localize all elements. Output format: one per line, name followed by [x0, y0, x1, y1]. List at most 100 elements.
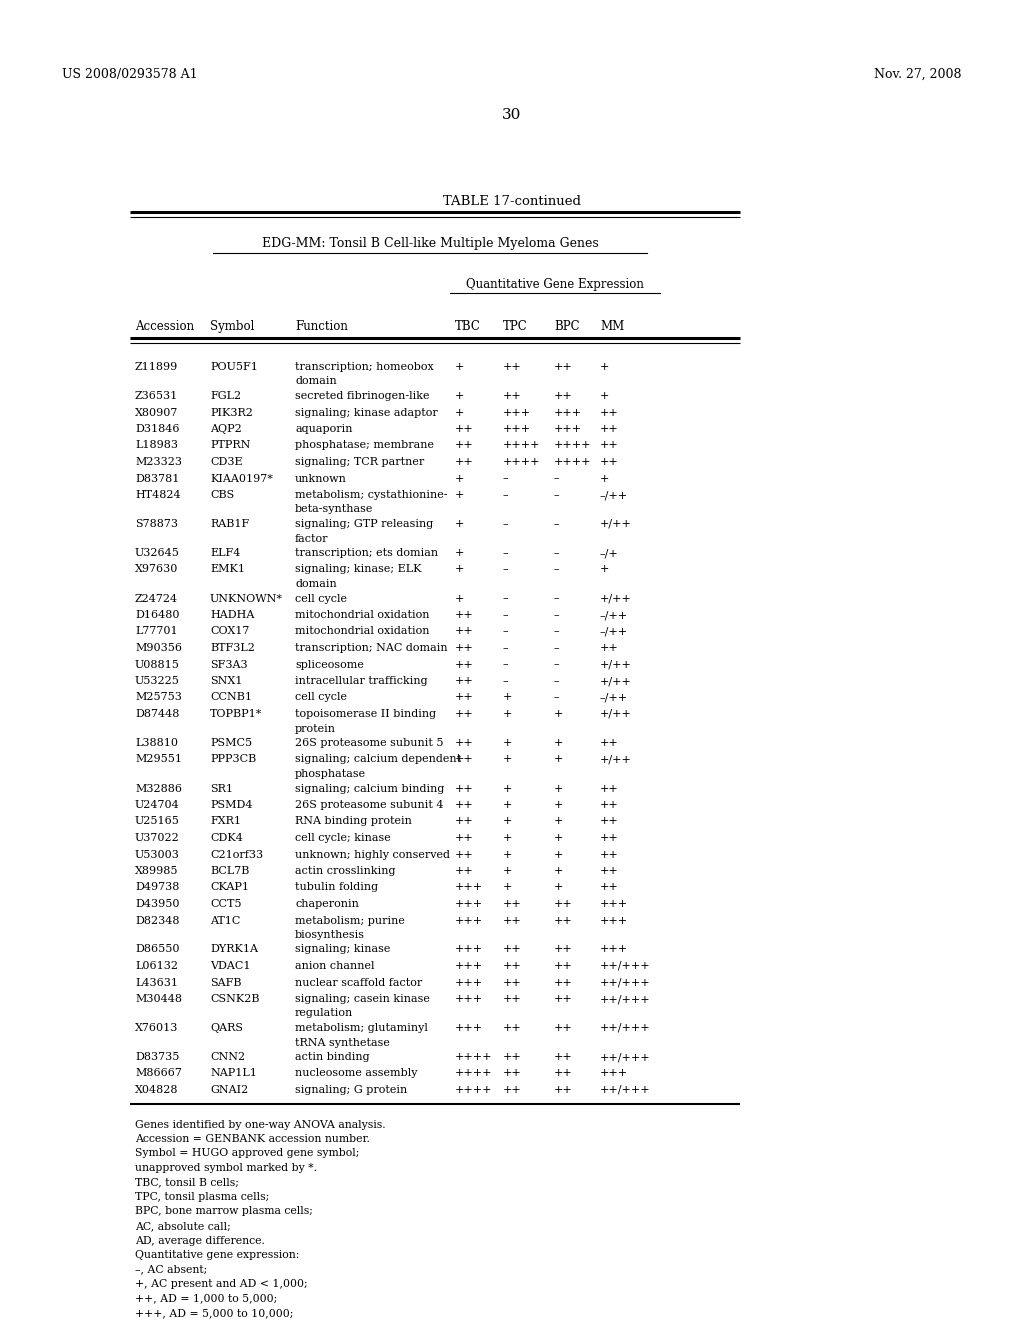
Text: BPC, bone marrow plasma cells;: BPC, bone marrow plasma cells; [135, 1206, 313, 1217]
Text: +: + [554, 709, 563, 719]
Text: DYRK1A: DYRK1A [210, 945, 258, 954]
Text: L06132: L06132 [135, 961, 178, 972]
Text: domain: domain [295, 376, 337, 387]
Text: domain: domain [295, 579, 337, 589]
Text: ++: ++ [503, 916, 522, 925]
Text: tubulin folding: tubulin folding [295, 883, 378, 892]
Text: KIAA0197*: KIAA0197* [210, 474, 272, 483]
Text: TOPBP1*: TOPBP1* [210, 709, 262, 719]
Text: ++: ++ [455, 610, 474, 620]
Text: TBC, tonsil B cells;: TBC, tonsil B cells; [135, 1177, 239, 1188]
Text: +++: +++ [455, 1023, 483, 1034]
Text: ++: ++ [554, 1052, 572, 1063]
Text: unknown; highly conserved: unknown; highly conserved [295, 850, 450, 859]
Text: AQP2: AQP2 [210, 424, 242, 434]
Text: X89985: X89985 [135, 866, 178, 876]
Text: ++++: ++++ [503, 457, 541, 467]
Text: –: – [503, 643, 509, 653]
Text: ++++: ++++ [455, 1068, 493, 1078]
Text: ++: ++ [455, 817, 474, 826]
Text: +: + [503, 833, 512, 843]
Text: ++: ++ [600, 457, 618, 467]
Text: +: + [600, 565, 609, 574]
Text: unapproved symbol marked by *.: unapproved symbol marked by *. [135, 1163, 317, 1173]
Text: +++: +++ [455, 899, 483, 909]
Text: ++: ++ [554, 961, 572, 972]
Text: +: + [503, 709, 512, 719]
Text: unknown: unknown [295, 474, 347, 483]
Text: M86667: M86667 [135, 1068, 182, 1078]
Text: ++: ++ [455, 866, 474, 876]
Text: –: – [554, 548, 560, 558]
Text: +++: +++ [600, 899, 628, 909]
Text: ++: ++ [554, 391, 572, 401]
Text: X76013: X76013 [135, 1023, 178, 1034]
Text: +: + [554, 800, 563, 810]
Text: U32645: U32645 [135, 548, 180, 558]
Text: PPP3CB: PPP3CB [210, 755, 256, 764]
Text: L43631: L43631 [135, 978, 178, 987]
Text: signaling; TCR partner: signaling; TCR partner [295, 457, 424, 467]
Text: ++++: ++++ [503, 441, 541, 450]
Text: ++: ++ [455, 833, 474, 843]
Text: ++: ++ [455, 660, 474, 669]
Text: U37022: U37022 [135, 833, 180, 843]
Text: ++: ++ [503, 362, 522, 372]
Text: +: + [554, 866, 563, 876]
Text: –: – [503, 548, 509, 558]
Text: TPC, tonsil plasma cells;: TPC, tonsil plasma cells; [135, 1192, 269, 1203]
Text: ++: ++ [503, 1052, 522, 1063]
Text: ++: ++ [600, 883, 618, 892]
Text: signaling; GTP releasing: signaling; GTP releasing [295, 519, 433, 529]
Text: +++: +++ [455, 916, 483, 925]
Text: ++/+++: ++/+++ [600, 1023, 650, 1034]
Text: cell cycle; kinase: cell cycle; kinase [295, 833, 391, 843]
Text: 26S proteasome subunit 5: 26S proteasome subunit 5 [295, 738, 443, 748]
Text: ++: ++ [600, 784, 618, 793]
Text: ++/+++: ++/+++ [600, 961, 650, 972]
Text: aquaporin: aquaporin [295, 424, 352, 434]
Text: anion channel: anion channel [295, 961, 375, 972]
Text: mitochondrial oxidation: mitochondrial oxidation [295, 627, 429, 636]
Text: nucleosome assembly: nucleosome assembly [295, 1068, 418, 1078]
Text: –: – [554, 676, 560, 686]
Text: +: + [455, 408, 464, 417]
Text: metabolism; cystathionine-: metabolism; cystathionine- [295, 490, 447, 500]
Text: transcription; homeobox: transcription; homeobox [295, 362, 434, 372]
Text: SNX1: SNX1 [210, 676, 243, 686]
Text: phosphatase: phosphatase [295, 770, 367, 779]
Text: ++: ++ [455, 676, 474, 686]
Text: cell cycle: cell cycle [295, 693, 347, 702]
Text: +: + [600, 391, 609, 401]
Text: +++: +++ [455, 883, 483, 892]
Text: +++: +++ [455, 978, 483, 987]
Text: ++: ++ [554, 994, 572, 1005]
Text: phosphatase; membrane: phosphatase; membrane [295, 441, 434, 450]
Text: +: + [503, 755, 512, 764]
Text: +: + [554, 817, 563, 826]
Text: SAFB: SAFB [210, 978, 242, 987]
Text: POU5F1: POU5F1 [210, 362, 258, 372]
Text: Symbol = HUGO approved gene symbol;: Symbol = HUGO approved gene symbol; [135, 1148, 359, 1159]
Text: L77701: L77701 [135, 627, 177, 636]
Text: +: + [554, 738, 563, 748]
Text: ++: ++ [554, 916, 572, 925]
Text: cell cycle: cell cycle [295, 594, 347, 603]
Text: signaling; calcium binding: signaling; calcium binding [295, 784, 444, 793]
Text: CDK4: CDK4 [210, 833, 243, 843]
Text: CSNK2B: CSNK2B [210, 994, 259, 1005]
Text: +: + [503, 800, 512, 810]
Text: TPC: TPC [503, 319, 527, 333]
Text: transcription; NAC domain: transcription; NAC domain [295, 643, 447, 653]
Text: signaling; casein kinase: signaling; casein kinase [295, 994, 430, 1005]
Text: +++: +++ [600, 1068, 628, 1078]
Text: actin crosslinking: actin crosslinking [295, 866, 395, 876]
Text: +++, AD = 5,000 to 10,000;: +++, AD = 5,000 to 10,000; [135, 1308, 293, 1317]
Text: –: – [503, 519, 509, 529]
Text: topoisomerase II binding: topoisomerase II binding [295, 709, 436, 719]
Text: X97630: X97630 [135, 565, 178, 574]
Text: CCNB1: CCNB1 [210, 693, 252, 702]
Text: +: + [503, 850, 512, 859]
Text: –: – [503, 676, 509, 686]
Text: PIK3R2: PIK3R2 [210, 408, 253, 417]
